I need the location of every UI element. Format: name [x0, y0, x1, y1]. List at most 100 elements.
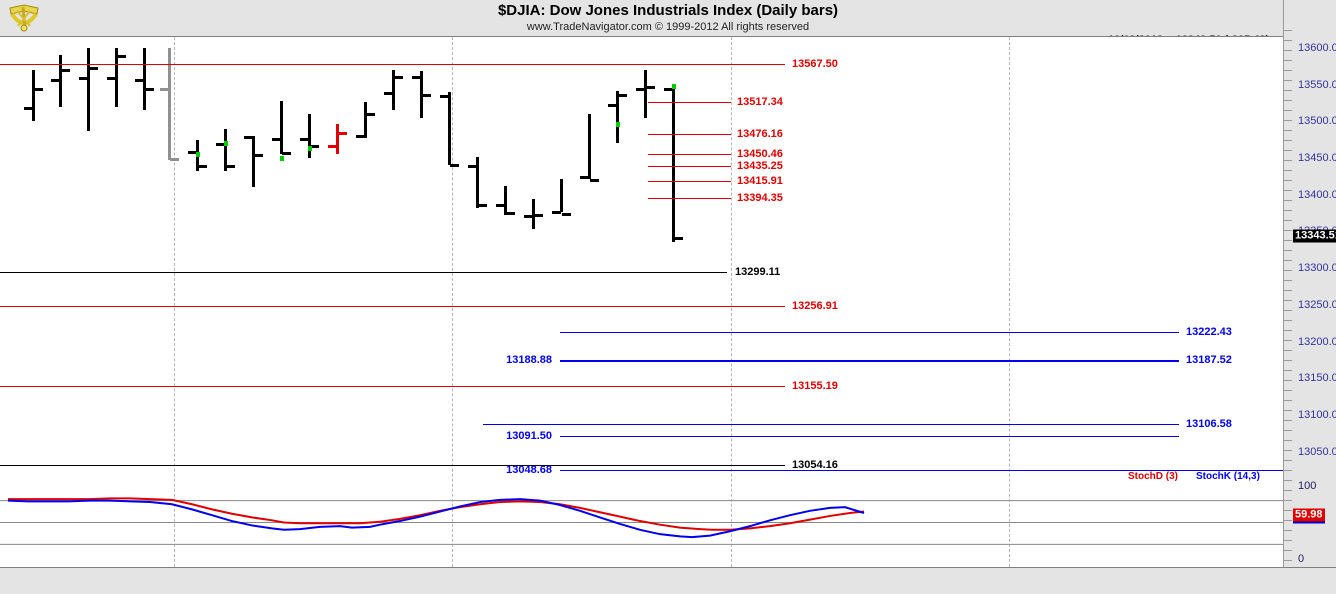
ohlc-open-tick	[244, 136, 253, 140]
ohlc-bar	[616, 90, 619, 144]
ohlc-bar	[420, 71, 423, 118]
price-scale-label: 13100.0	[1298, 408, 1336, 421]
scale-minor-tick	[1284, 250, 1292, 251]
stochastic-legend-item[interactable]: StochD (3)	[1128, 471, 1178, 482]
ohlc-open-tick	[328, 144, 337, 148]
signal-dot-icon	[196, 152, 200, 157]
price-level-line[interactable]	[560, 360, 1179, 362]
scale-minor-tick	[1284, 210, 1292, 211]
price-level-line[interactable]	[648, 166, 731, 167]
scale-minor-tick	[1284, 390, 1292, 391]
date-axis[interactable]: 09/25/1210/09/1210/23/1211/06/12	[0, 567, 1336, 594]
scale-minor-tick	[1284, 440, 1292, 441]
scale-minor-tick	[1284, 170, 1292, 171]
gridline-11-06-12	[1009, 37, 1010, 567]
ohlc-close-tick	[562, 213, 571, 217]
signal-dot-icon	[308, 146, 312, 151]
ohlc-open-tick	[24, 106, 33, 110]
price-level-label: 13155.19	[792, 380, 838, 392]
ohlc-close-tick	[590, 178, 599, 182]
price-level-label: 13222.43	[1186, 326, 1232, 338]
scale-minor-tick	[1284, 200, 1292, 201]
stochastic-scale-label: 100	[1298, 480, 1317, 492]
stochastic-scale-label: 0	[1298, 553, 1305, 565]
price-level-line[interactable]	[648, 154, 731, 155]
ohlc-close-tick	[198, 164, 207, 168]
signal-dot-icon	[616, 122, 620, 127]
price-level-label: 13299.11	[735, 266, 781, 278]
ohlc-close-tick	[366, 112, 375, 116]
price-level-label: 13567.50	[792, 58, 838, 70]
price-level-line[interactable]	[483, 424, 1179, 425]
price-level-label: 13187.52	[1186, 354, 1232, 366]
price-scale-label: 13200.0	[1298, 335, 1336, 348]
price-scale-label: 13500.0	[1298, 115, 1336, 128]
price-level-line[interactable]	[0, 64, 785, 65]
price-level-line[interactable]	[560, 332, 1179, 333]
scale-minor-tick	[1284, 560, 1292, 561]
ohlc-open-tick	[272, 137, 281, 141]
price-level-line[interactable]	[648, 198, 731, 199]
price-level-line[interactable]	[0, 386, 785, 387]
ohlc-close-tick	[89, 67, 98, 71]
ohlc-close-tick	[117, 55, 126, 59]
ohlc-close-tick	[422, 94, 431, 98]
price-level-line[interactable]	[648, 102, 731, 103]
price-level-line[interactable]	[560, 470, 1283, 471]
price-level-line[interactable]	[648, 134, 731, 135]
price-level-label: 13256.91	[792, 300, 838, 312]
stochastic-legend-item[interactable]: StochK (14,3)	[1196, 471, 1260, 482]
ohlc-close-tick	[450, 163, 459, 167]
price-level-line[interactable]	[648, 181, 731, 182]
price-level-label: 13517.34	[737, 96, 783, 108]
signal-dot-icon	[280, 156, 284, 161]
ohlc-open-tick	[384, 92, 393, 96]
scale-minor-tick	[1284, 120, 1292, 121]
scale-minor-tick	[1284, 150, 1292, 151]
ohlc-bar	[588, 114, 591, 179]
ohlc-bar	[168, 48, 171, 160]
ohlc-open-tick	[135, 78, 144, 82]
scale-minor-tick	[1284, 540, 1292, 541]
gridline-09-25-12	[174, 37, 175, 567]
price-scale-label: 13300.0	[1298, 262, 1336, 275]
scale-minor-tick	[1284, 260, 1292, 261]
ohlc-bar	[504, 185, 507, 216]
ohlc-bar	[115, 48, 118, 107]
ohlc-close-tick	[282, 152, 291, 156]
ohlc-bar	[252, 136, 255, 188]
ohlc-open-tick	[664, 87, 673, 91]
gridline-10-09-12	[452, 37, 453, 567]
scale-minor-tick	[1284, 290, 1292, 291]
gridline-10-23-12	[731, 37, 732, 567]
price-level-line[interactable]	[560, 436, 1179, 437]
scale-minor-tick	[1284, 160, 1292, 161]
price-level-label: 13188.88	[506, 354, 552, 366]
price-chart-pane[interactable]	[0, 36, 1283, 471]
ohlc-close-tick	[170, 158, 179, 162]
scale-minor-tick	[1284, 450, 1292, 451]
price-level-line[interactable]	[0, 272, 727, 273]
ohlc-close-tick	[226, 165, 235, 169]
chart-header: $DJIA: Dow Jones Industrials Index (Dail…	[0, 0, 1336, 36]
ohlc-open-tick	[107, 77, 116, 81]
ohlc-bar	[476, 156, 479, 208]
ohlc-bar	[364, 102, 367, 138]
stochastic-pane[interactable]	[0, 470, 1283, 567]
scale-minor-tick	[1284, 400, 1292, 401]
scale-minor-tick	[1284, 350, 1292, 351]
ohlc-bar	[224, 128, 227, 172]
price-level-label: 13476.16	[737, 128, 783, 140]
price-level-line[interactable]	[0, 306, 785, 307]
price-level-line[interactable]	[0, 465, 785, 466]
ohlc-close-tick	[61, 68, 70, 72]
scale-minor-tick	[1284, 430, 1292, 431]
stochastic-plot	[0, 497, 1283, 545]
ohlc-open-tick	[412, 75, 421, 79]
price-scale-label: 13600.0	[1298, 42, 1336, 54]
ohlc-open-tick	[51, 78, 60, 82]
price-scale-axis[interactable]: 13600.013550.013500.013450.013400.013350…	[1283, 0, 1336, 567]
price-level-label: 13054.16	[792, 459, 838, 471]
signal-dot-icon	[224, 141, 228, 146]
ohlc-open-tick	[524, 215, 533, 219]
